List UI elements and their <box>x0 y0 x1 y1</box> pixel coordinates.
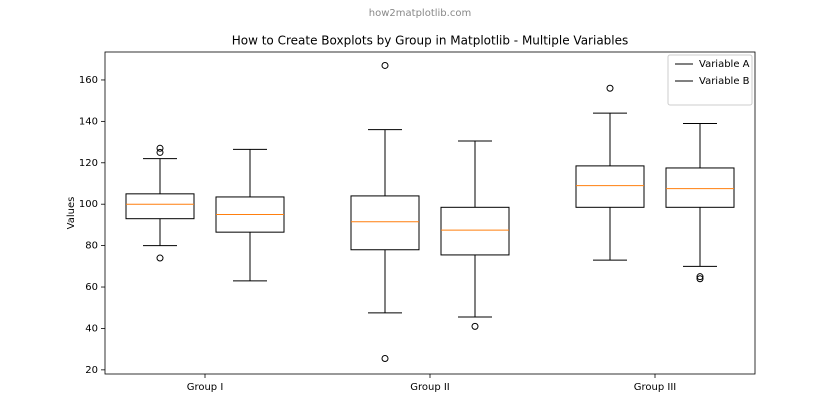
x-tick-label: Group I <box>187 382 224 393</box>
watermark: how2matplotlib.com <box>369 8 471 19</box>
flier <box>156 144 164 152</box>
y-tick-label: 100 <box>79 199 98 210</box>
box <box>440 206 510 256</box>
legend-label: Variable A <box>699 59 750 70</box>
y-tick-label: 160 <box>79 75 98 86</box>
legend-label: Variable B <box>699 76 750 87</box>
y-tick-label: 20 <box>85 365 98 376</box>
flier <box>381 61 389 69</box>
box <box>350 195 420 251</box>
y-tick-label: 140 <box>79 116 98 127</box>
y-tick-label: 120 <box>79 158 98 169</box>
flier <box>381 354 389 362</box>
plot-frame <box>104 51 756 375</box>
legend-frame <box>667 54 753 106</box>
box <box>665 167 735 208</box>
x-tick-label: Group II <box>410 382 450 393</box>
flier <box>696 275 704 283</box>
y-axis-label: Values <box>66 197 77 230</box>
chart-title: How to Create Boxplots by Group in Matpl… <box>232 34 629 48</box>
flier <box>156 254 164 262</box>
flier <box>471 322 479 330</box>
y-tick-label: 60 <box>85 282 98 293</box>
flier <box>156 148 164 156</box>
y-tick-label: 40 <box>85 323 98 334</box>
box <box>575 165 645 208</box>
flier <box>696 273 704 281</box>
box <box>125 193 195 220</box>
x-tick-label: Group III <box>634 382 676 393</box>
flier <box>606 84 614 92</box>
y-tick-label: 80 <box>85 241 98 252</box>
